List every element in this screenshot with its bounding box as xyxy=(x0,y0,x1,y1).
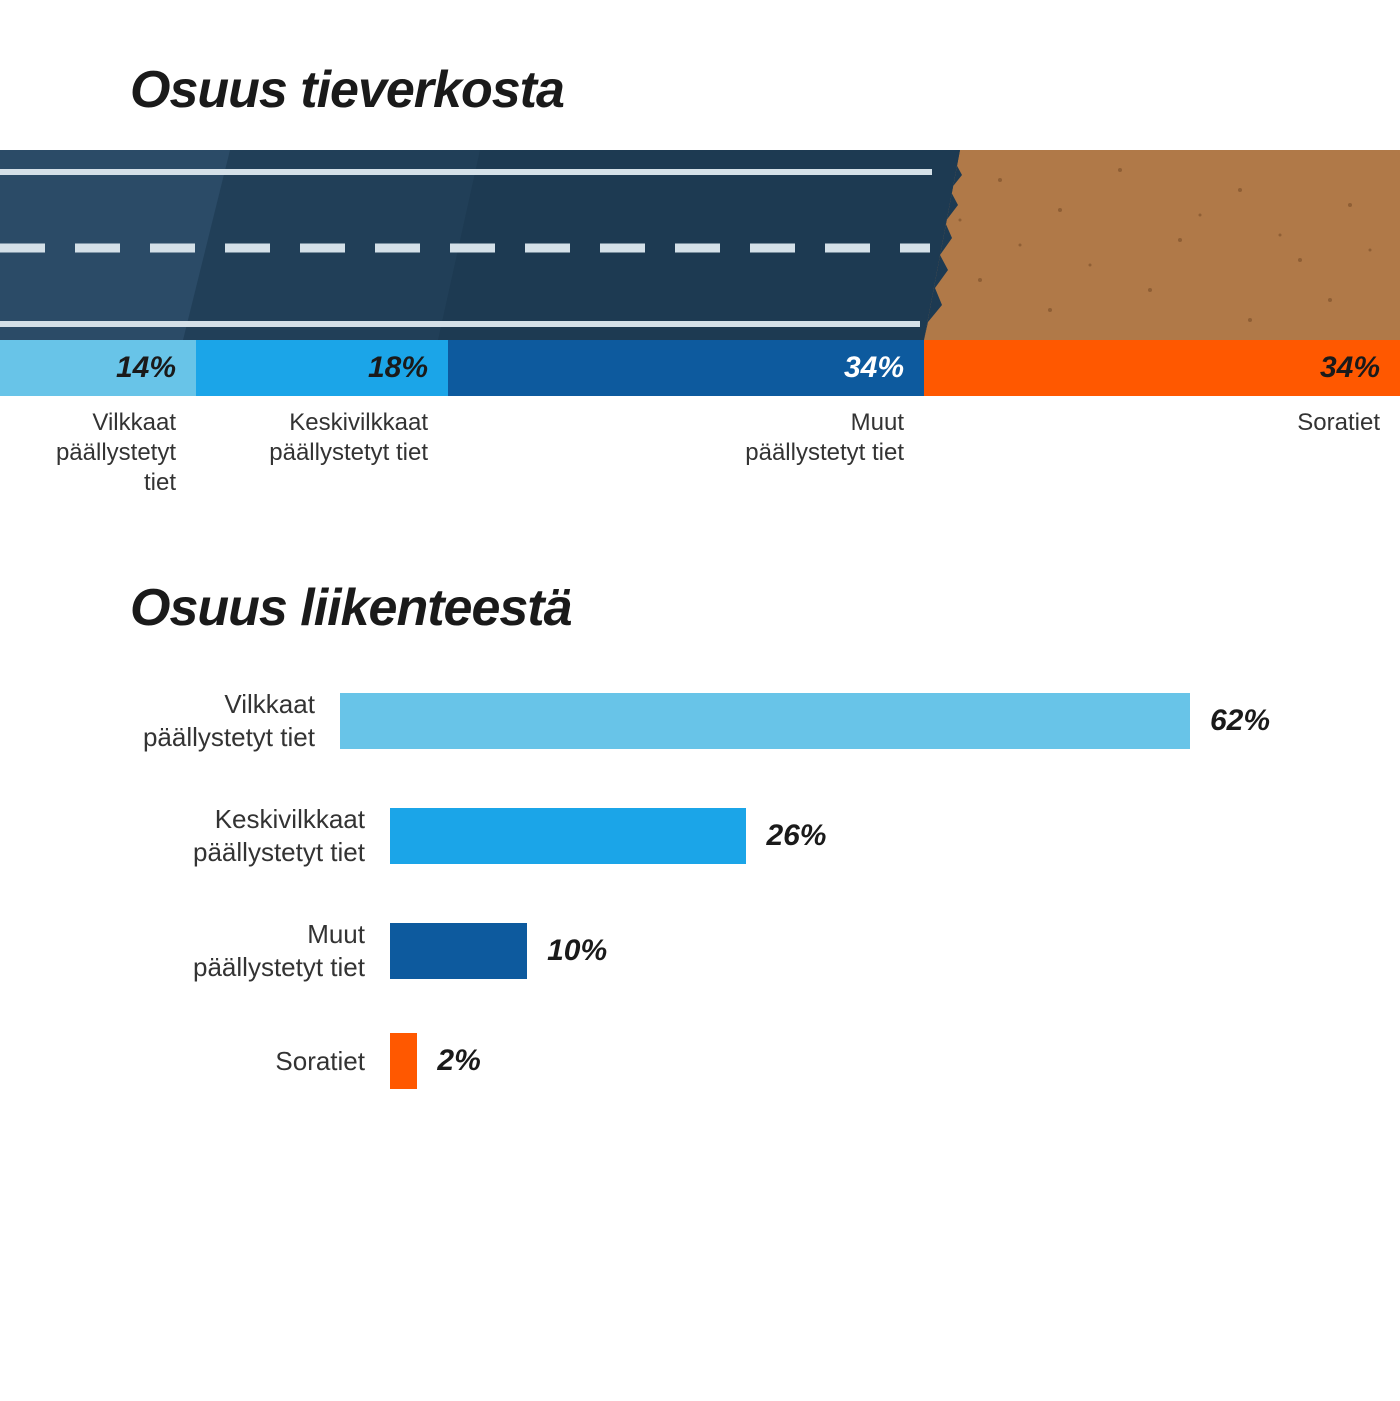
traffic-bar-fill-0 xyxy=(340,693,1190,749)
traffic-bar-row-2: Muutpäällystetyt tiet 10% xyxy=(130,918,1270,983)
network-segment-label-1: Keskivilkkaatpäällystetyt tiet xyxy=(196,408,448,498)
traffic-bar-value-0: 62% xyxy=(1210,704,1270,738)
network-segment-2: 34% xyxy=(448,340,924,396)
traffic-bar-chart: Vilkkaatpäällystetyt tiet 62% Keskivilkkaa… xyxy=(130,648,1270,1089)
traffic-bar-track-3: 2% xyxy=(390,1033,1270,1089)
infographic-container: Osuus tieverkosta xyxy=(0,0,1400,1401)
network-segment-labels: VilkkaatpäällystetyttietKeskivilkkaatpää… xyxy=(0,408,1400,498)
network-segment-label-2: Muutpäällystetyt tiet xyxy=(448,408,924,498)
traffic-bar-fill-3 xyxy=(390,1033,417,1089)
traffic-bar-row-3: Soratiet 2% xyxy=(130,1033,1270,1089)
traffic-bar-label-1: Keskivilkkaatpäällystetyt tiet xyxy=(130,803,390,868)
road-svg xyxy=(0,150,1400,340)
traffic-bar-fill-1 xyxy=(390,808,746,864)
traffic-bar-label-0: Vilkkaatpäällystetyt tiet xyxy=(130,688,340,753)
traffic-bar-track-0: 62% xyxy=(340,693,1270,749)
traffic-bar-label-3: Soratiet xyxy=(130,1045,390,1078)
traffic-bar-value-1: 26% xyxy=(766,819,826,853)
network-segment-label-0: Vilkkaatpäällystetyttiet xyxy=(0,408,196,498)
network-segment-label-3: Soratiet xyxy=(924,408,1400,498)
network-title: Osuus tieverkosta xyxy=(0,0,1400,150)
network-segment-0: 14% xyxy=(0,340,196,396)
traffic-bar-fill-2 xyxy=(390,923,527,979)
traffic-bar-value-2: 10% xyxy=(547,934,607,968)
traffic-bar-label-2: Muutpäällystetyt tiet xyxy=(130,918,390,983)
traffic-section: Osuus liikenteestä Vilkkaatpäällystetyt … xyxy=(0,498,1400,1089)
traffic-bar-row-1: Keskivilkkaatpäällystetyt tiet 26% xyxy=(130,803,1270,868)
traffic-bar-track-1: 26% xyxy=(390,808,1270,864)
traffic-bar-row-0: Vilkkaatpäällystetyt tiet 62% xyxy=(130,688,1270,753)
network-segment-1: 18% xyxy=(196,340,448,396)
traffic-title: Osuus liikenteestä xyxy=(130,578,1270,648)
network-stacked-bar: 14%18%34%34% xyxy=(0,340,1400,396)
road-illustration xyxy=(0,150,1400,340)
traffic-bar-value-3: 2% xyxy=(437,1044,480,1078)
network-segment-3: 34% xyxy=(924,340,1400,396)
dirt-surface xyxy=(920,150,1400,340)
traffic-bar-track-2: 10% xyxy=(390,923,1270,979)
